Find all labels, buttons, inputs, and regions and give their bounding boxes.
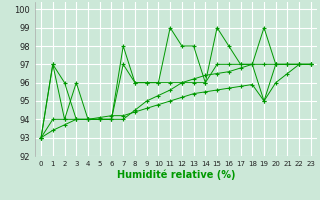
X-axis label: Humidité relative (%): Humidité relative (%) [117,170,235,180]
